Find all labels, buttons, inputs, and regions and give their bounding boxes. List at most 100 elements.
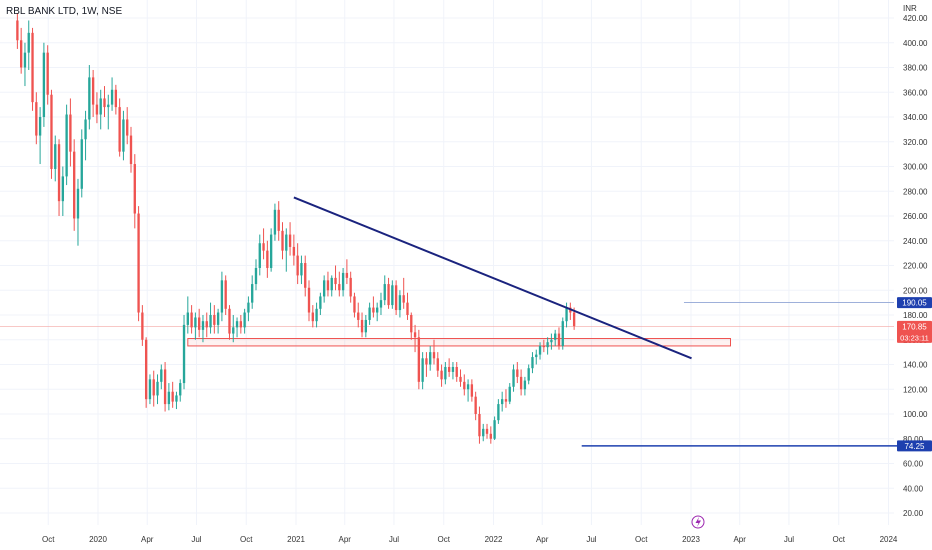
candle-body — [429, 352, 432, 365]
candle-body — [19, 40, 23, 68]
candle-body — [73, 151, 76, 219]
candle-body — [402, 295, 405, 303]
candle-body — [285, 234, 288, 251]
candle-body — [383, 284, 386, 301]
candle-body — [23, 52, 27, 68]
candle-body — [516, 369, 519, 377]
candle-body — [156, 381, 159, 396]
x-tick-label: 2021 — [287, 535, 305, 544]
candle-body — [459, 376, 462, 382]
y-tick-label: 220.00 — [903, 262, 928, 271]
y-tick-label: 340.00 — [903, 113, 928, 122]
candle-body — [122, 119, 125, 152]
candle-body — [277, 209, 280, 231]
candle-body — [292, 246, 296, 256]
candle-body — [148, 379, 152, 400]
grid — [0, 0, 894, 525]
candle-body — [190, 312, 193, 328]
candle-body — [288, 234, 292, 247]
candle-body — [478, 414, 481, 437]
price-label-text: 170.85 — [902, 322, 927, 331]
y-axis: 420.00 400.00 380.00 360.00 340.00 320.00 300.… — [903, 4, 928, 518]
y-tick-label: 260.00 — [903, 212, 928, 221]
candle-body — [182, 324, 186, 384]
candle-body — [69, 114, 72, 152]
price-label-bg — [897, 320, 932, 343]
candle-body — [436, 358, 439, 371]
lightning-icon-bolt — [695, 517, 701, 527]
candle-body — [360, 319, 364, 333]
x-tick-label: Oct — [438, 535, 451, 544]
candle-body — [126, 119, 129, 136]
x-tick-label: 2022 — [485, 535, 503, 544]
candle-body — [368, 307, 371, 320]
x-tick-label: Jul — [586, 535, 596, 544]
trendline — [293, 196, 692, 360]
candle-body — [50, 94, 53, 169]
candle-body — [16, 20, 19, 41]
candle-body — [319, 296, 322, 309]
candle-body — [35, 102, 38, 136]
candle-body — [42, 52, 46, 117]
candle-body — [406, 302, 409, 315]
candle-body — [512, 369, 515, 387]
candle-body — [262, 243, 265, 251]
y-tick-label: 400.00 — [903, 39, 928, 48]
candle-body — [179, 383, 182, 396]
candle-body — [489, 433, 492, 439]
candle-body — [391, 285, 394, 306]
candle-body — [54, 144, 57, 169]
candle-body — [349, 277, 352, 297]
candle-body — [171, 391, 174, 402]
candle-body — [557, 333, 561, 346]
candle-body — [254, 267, 258, 285]
price-label-text: 74.25 — [904, 442, 925, 451]
candle-body — [186, 312, 189, 325]
candle-body — [531, 357, 534, 369]
x-tick-label: Apr — [338, 535, 351, 544]
price-label: 170.85 03:23:11 — [897, 320, 932, 343]
x-tick-label: Oct — [240, 535, 253, 544]
y-tick-label: 360.00 — [903, 88, 928, 97]
candle-body — [482, 428, 485, 437]
candle-body — [538, 345, 542, 355]
lightning-icon[interactable] — [691, 515, 705, 529]
candle-body — [379, 300, 383, 308]
candle-body — [474, 396, 477, 414]
y-tick-label: 100.00 — [903, 410, 928, 419]
candle-body — [99, 98, 102, 115]
candle-body — [500, 399, 504, 405]
candle-body — [141, 312, 144, 340]
candle-body — [84, 119, 87, 140]
x-tick-label: Oct — [832, 535, 845, 544]
candle-body — [304, 263, 307, 288]
candle-body — [209, 315, 212, 328]
y-tick-label: 320.00 — [903, 138, 928, 147]
candle-body — [485, 428, 489, 434]
x-tick-label: 2023 — [682, 535, 700, 544]
candle-body — [224, 280, 227, 309]
candle-body — [107, 104, 110, 108]
support-zone — [187, 338, 731, 347]
candle-body — [144, 339, 148, 400]
candle-body — [228, 308, 231, 334]
candle-body — [243, 312, 246, 328]
candle-body — [394, 285, 398, 311]
candle-body — [269, 234, 273, 268]
candle-body — [311, 312, 314, 322]
candle-body — [572, 312, 576, 327]
candle-body — [220, 280, 224, 313]
candle-body — [455, 366, 458, 377]
candle-body — [198, 317, 201, 330]
candle-body — [353, 296, 356, 313]
price-label-bg — [897, 440, 932, 452]
candle-body — [239, 321, 243, 328]
candle-body — [470, 384, 474, 397]
candle-body — [114, 89, 118, 108]
candle-body — [315, 308, 318, 322]
chart-header: RBL BANK LTD, 1W, NSE — [6, 6, 123, 17]
candle-body — [160, 369, 163, 382]
y-tick-label: 200.00 — [903, 286, 928, 295]
candle-body — [447, 366, 451, 372]
